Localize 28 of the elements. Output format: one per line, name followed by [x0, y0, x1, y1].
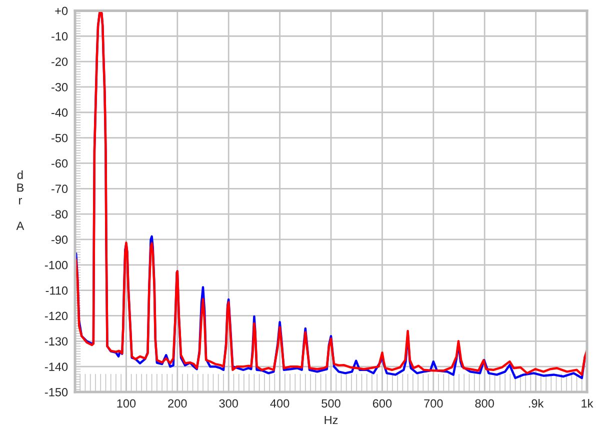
y-tick-label: -100	[44, 260, 68, 270]
y-tick-label: -60	[52, 159, 68, 168]
x-tick-label: 300	[219, 399, 238, 408]
x-axis-title: Hz	[324, 416, 338, 424]
y-tick-label: -10	[52, 32, 68, 41]
y-tick-label: -30	[52, 82, 68, 92]
x-tick-label: 400	[270, 399, 290, 408]
text: dBr A	[16, 170, 24, 230]
y-tick-label: -110	[46, 286, 68, 295]
x-tick-label: 200	[168, 399, 187, 408]
y-tick-label: -130	[44, 337, 68, 346]
x-tick-label: 800	[475, 399, 494, 408]
y-tick-label: -120	[44, 312, 68, 320]
y-tick-label: -70	[52, 184, 68, 194]
x-tick-label: 1k	[582, 398, 594, 408]
y-tick-label: -20	[52, 58, 68, 66]
y-tick-label: -90	[52, 236, 68, 244]
x-tick-label: 100	[117, 399, 136, 408]
x-tick-label: .9k	[529, 398, 544, 408]
y-tick-label: -150	[44, 388, 68, 396]
x-tick-label: 500	[322, 399, 340, 408]
y-tick-label: +0	[55, 6, 68, 16]
y-tick-label: -140	[44, 362, 68, 371]
y-tick-label: -80	[52, 210, 68, 218]
y-tick-label: -40	[52, 108, 68, 117]
x-tick-label: 700	[424, 399, 443, 408]
y-tick-label: -50	[52, 134, 68, 142]
x-tick-label: 600	[372, 399, 392, 408]
